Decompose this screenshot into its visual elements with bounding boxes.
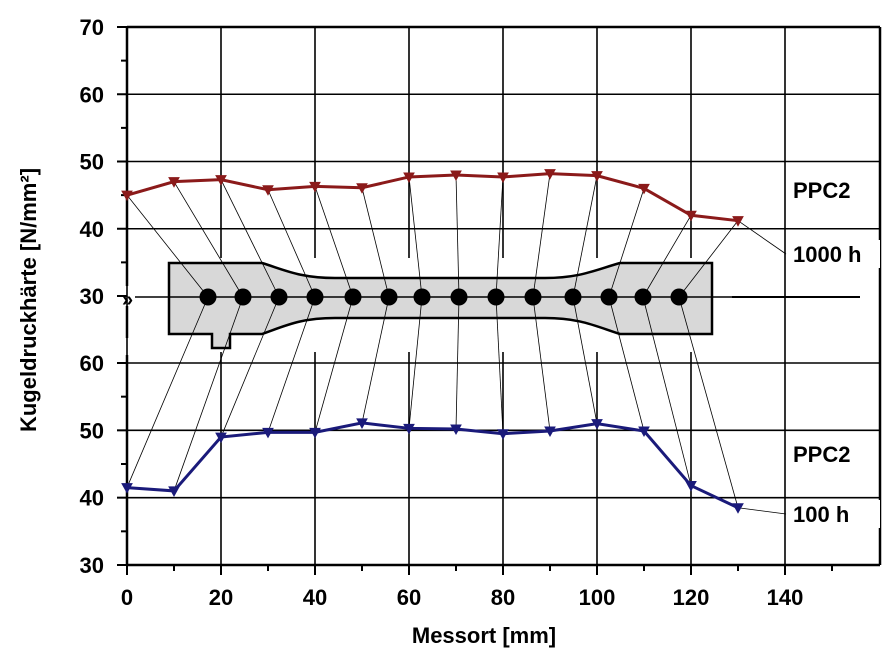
y-tick-label: 40 [80,486,104,511]
x-tick-label: 0 [121,585,133,610]
series-marker [450,424,462,436]
leader-line [220,296,280,438]
series-marker [591,171,603,182]
series-marker [121,483,133,494]
x-tick-label: 80 [491,585,515,610]
series-marker [215,432,227,444]
x-axis-label: Messort [mm] [412,623,556,648]
series-label-background [788,240,880,268]
series-marker [168,177,180,188]
series-marker [638,426,650,438]
series-marker [309,181,321,193]
x-tick-label: 140 [767,585,804,610]
y-axis-label: Kugeldruckhärte [N/mm²] [16,168,41,432]
y-tick-label: 50 [80,150,104,175]
series-marker [262,185,274,196]
leader-line [361,296,390,424]
series-marker [168,486,180,497]
specimen-outline [167,261,714,350]
leader-line [532,173,551,298]
series-marker [591,419,603,430]
leader-line [314,186,354,298]
y-tick-label: 50 [80,418,104,443]
series-label-background [788,500,880,528]
x-tick-label: 60 [397,585,421,610]
series-marker [309,427,321,439]
leader-line [642,215,692,298]
series-marker [215,175,227,186]
series-line [126,421,739,510]
leader-line [220,179,280,298]
leader-line [126,296,209,488]
series-name-label: 1000 h [793,242,862,267]
series-marker [638,183,650,195]
y-tick-label: 40 [80,217,104,242]
x-tick-label: 100 [579,585,616,610]
leader-line [173,296,244,492]
series-name-label: 100 h [793,502,849,527]
x-tick-label: 20 [209,585,233,610]
leader-line [572,296,598,424]
leader-line [572,175,598,298]
leader-layer [126,173,787,515]
axis-break-mark: » [122,289,133,311]
leader-line [314,296,354,433]
series-marker [356,418,368,429]
leader-line [678,296,739,508]
series-marker [121,190,133,202]
y-tick-label: 30 [80,553,104,578]
leader-line [126,194,209,298]
series-marker [450,170,462,181]
ticks-layer: 0 20 40 60 80 100 120 140 30 40 50 60 70 30 40 50 60 [80,15,833,610]
leader-line [495,296,504,434]
specimen-layer [135,258,860,352]
leader-line [678,220,739,298]
series-marker [685,210,697,222]
leader-line [173,181,244,298]
series-layer: PPC2 1000 h PPC2 100 h [121,169,880,528]
leader-line [408,296,423,429]
leader-line [361,187,390,298]
leader-line [608,188,645,298]
series-marker [497,172,509,183]
y-tick-label: 60 [80,351,104,376]
x-tick-label: 40 [303,585,327,610]
x-tick-label: 120 [673,585,710,610]
leader-line [455,174,460,298]
series-label-leader [737,220,787,255]
leader-line [642,296,692,486]
series-marker [497,429,509,440]
leader-line [495,176,504,298]
series-label-leader [737,507,787,515]
leader-line [408,176,423,298]
series-marker [403,423,415,435]
series-marker [732,503,744,514]
y-tick-label: 60 [80,82,104,107]
series-marker [403,172,415,183]
series-line [126,172,739,223]
series-marker [262,427,274,439]
leader-line [608,296,645,432]
series-marker [544,169,556,180]
series-group-label: PPC2 [793,442,850,467]
y-tick-label: 70 [80,15,104,40]
leader-line [532,296,551,432]
leader-line [267,296,316,433]
series-marker [356,183,368,194]
axes-layer: » [122,25,882,567]
leader-line [455,296,460,429]
y-tick-label: 30 [80,284,104,309]
series-group-label: PPC2 [793,178,850,203]
series-marker [732,216,744,227]
series-marker [544,426,556,438]
series-marker [685,481,697,492]
leader-line [267,189,316,298]
